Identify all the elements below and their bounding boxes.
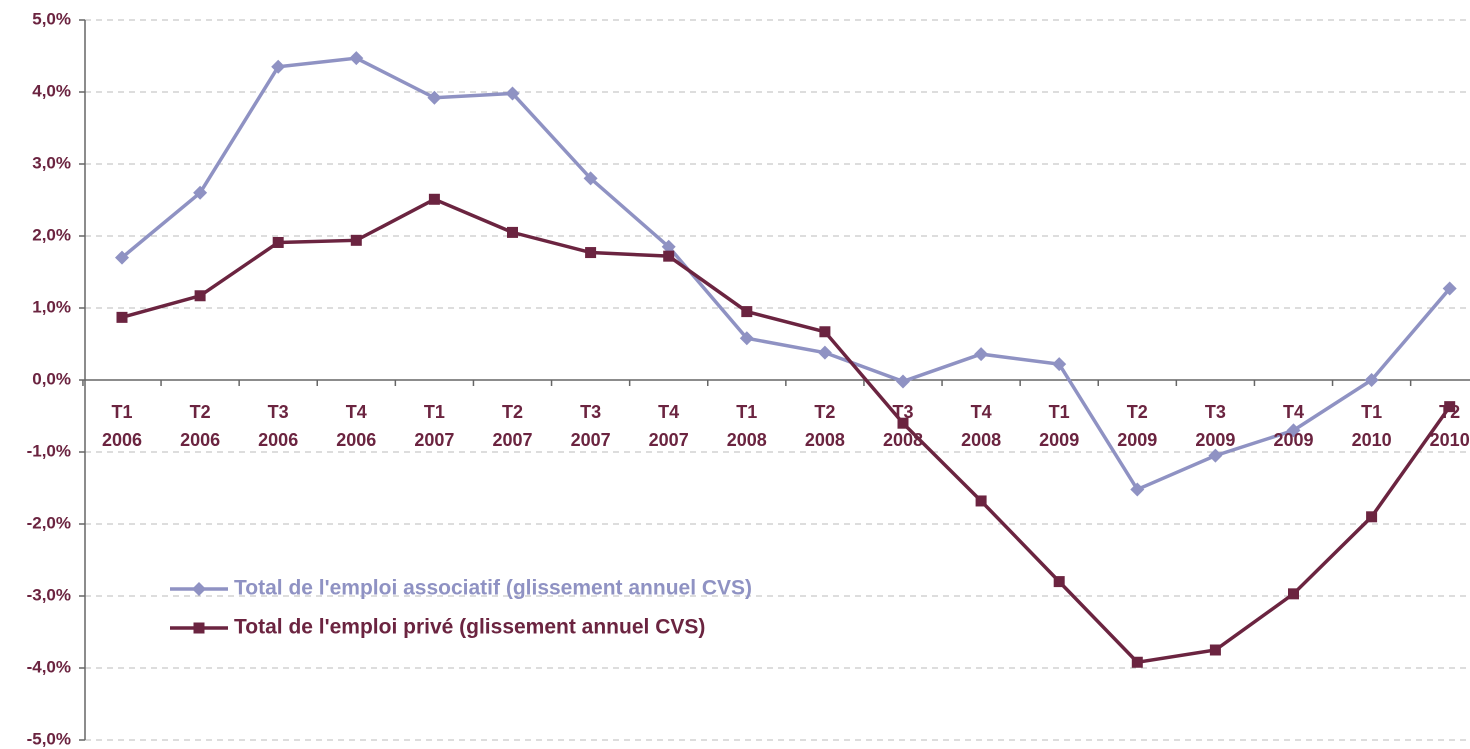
y-tick-label: 1,0% <box>32 297 71 316</box>
x-tick-label: T3 2008 <box>882 402 924 450</box>
y-tick-label: 5,0% <box>32 9 71 28</box>
marker <box>1209 644 1221 656</box>
x-tick-label: T4 2009 <box>1273 402 1314 450</box>
x-tick-label: T1 2010 <box>1351 402 1392 450</box>
x-tick-label: T1 2009 <box>1039 402 1080 450</box>
marker <box>507 226 518 238</box>
marker <box>1364 373 1379 387</box>
x-tick-label: T2 2006 <box>180 402 221 450</box>
legend-marker <box>192 582 206 596</box>
y-tick-label: -1,0% <box>27 441 71 460</box>
x-tick-label: T2 2010 <box>1429 402 1470 450</box>
marker <box>271 59 286 74</box>
marker <box>741 306 753 318</box>
marker <box>272 236 284 248</box>
marker <box>1208 448 1223 463</box>
legend-marker <box>193 622 205 634</box>
marker <box>819 326 831 338</box>
x-tick-label: T2 2008 <box>804 402 845 450</box>
marker <box>427 90 442 105</box>
y-tick-label: 4,0% <box>32 81 71 100</box>
marker <box>739 331 754 346</box>
marker <box>583 171 598 186</box>
y-tick-label: 3,0% <box>32 153 71 172</box>
x-tick-label: T1 2007 <box>414 402 455 450</box>
marker <box>1052 357 1067 372</box>
marker <box>350 234 362 246</box>
y-tick-label: 2,0% <box>32 225 71 244</box>
marker <box>193 185 208 200</box>
x-tick-label: T3 2009 <box>1195 402 1236 450</box>
x-tick-label: T4 2007 <box>648 402 689 450</box>
y-tick-label: -3,0% <box>27 585 71 604</box>
x-tick-label: T1 2008 <box>726 402 767 450</box>
marker <box>349 51 364 66</box>
marker <box>505 86 520 101</box>
x-tick-label: T2 2009 <box>1117 402 1158 450</box>
marker <box>897 417 909 429</box>
marker <box>817 345 832 360</box>
legend-label: Total de l'emploi privé (glissement annu… <box>234 616 705 639</box>
x-tick-label: T4 2006 <box>336 402 377 450</box>
marker <box>115 250 129 265</box>
y-tick-label: -5,0% <box>27 729 71 748</box>
x-tick-label: T2 2007 <box>492 402 533 450</box>
marker <box>1286 423 1301 438</box>
legend-label: Total de l'emploi associatif (glissement… <box>234 577 752 600</box>
marker <box>1444 401 1456 413</box>
marker <box>661 239 676 254</box>
series-line <box>120 56 1452 492</box>
x-tick-label: T3 2006 <box>258 402 299 450</box>
marker <box>975 495 987 507</box>
marker <box>428 193 440 205</box>
marker <box>1288 588 1299 600</box>
x-tick-label: T4 2008 <box>961 402 1002 450</box>
x-tick-label: T1 2006 <box>101 402 143 450</box>
series-line <box>121 197 1452 665</box>
marker <box>896 374 910 389</box>
marker <box>663 250 675 262</box>
y-tick-label: 0,0% <box>32 369 71 388</box>
marker <box>194 290 206 302</box>
y-tick-label: -4,0% <box>27 657 71 676</box>
x-tick-label: T3 2007 <box>570 402 611 450</box>
marker <box>1131 656 1143 668</box>
marker <box>585 247 597 259</box>
y-tick-label: -2,0% <box>27 513 71 532</box>
marker <box>1053 576 1065 588</box>
marker <box>1130 482 1145 497</box>
marker <box>974 347 989 362</box>
marker <box>1442 281 1457 296</box>
marker <box>116 311 128 323</box>
marker <box>1366 511 1378 523</box>
